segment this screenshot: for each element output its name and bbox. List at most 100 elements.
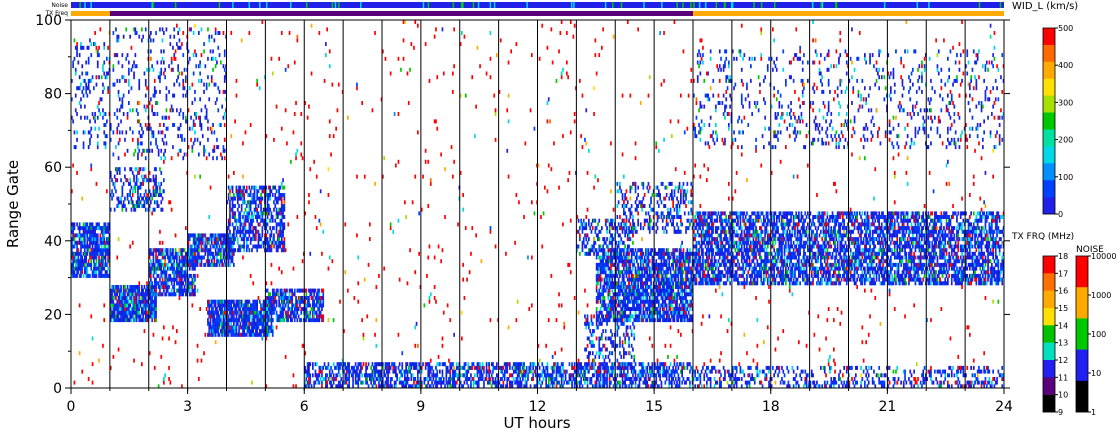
data-cell xyxy=(602,377,604,381)
data-cell xyxy=(239,211,242,216)
data-cell xyxy=(85,222,87,227)
data-cell xyxy=(71,266,73,271)
data-cell xyxy=(260,185,262,190)
data-cell xyxy=(217,299,220,304)
data-cell xyxy=(141,299,143,304)
data-cell xyxy=(214,240,217,245)
data-cell xyxy=(275,303,278,308)
data-cell xyxy=(477,377,480,381)
data-cell xyxy=(470,384,472,389)
data-cell xyxy=(116,318,119,323)
data-cell xyxy=(161,262,164,267)
data-cell xyxy=(510,380,512,385)
data-cell xyxy=(144,310,147,315)
data-cell xyxy=(144,288,147,293)
data-cell xyxy=(99,270,102,275)
data-cell xyxy=(448,377,450,381)
data-cell xyxy=(275,215,278,219)
data-cell xyxy=(278,240,280,245)
data-cell xyxy=(104,251,107,256)
data-cell xyxy=(284,292,287,297)
data-cell xyxy=(118,78,121,83)
data-cell xyxy=(318,296,321,300)
data-cell xyxy=(669,380,672,385)
data-cell xyxy=(85,270,87,275)
data-cell xyxy=(89,255,91,260)
data-cell xyxy=(568,373,571,378)
data-cell xyxy=(90,226,93,231)
data-cell xyxy=(626,362,629,367)
data-cell xyxy=(243,233,245,238)
data-cell xyxy=(85,60,87,65)
data-cell xyxy=(138,292,141,297)
data-cell xyxy=(152,174,155,179)
data-cell xyxy=(265,233,268,238)
data-cell xyxy=(476,362,479,367)
data-cell xyxy=(124,288,126,293)
noise-marker xyxy=(812,2,814,8)
data-cell xyxy=(104,240,107,245)
data-cell xyxy=(293,303,296,308)
data-cell xyxy=(201,248,204,253)
data-cell xyxy=(598,373,601,378)
data-cell xyxy=(104,222,107,227)
data-cell xyxy=(135,181,138,186)
data-cell xyxy=(103,233,106,238)
data-cell xyxy=(391,377,393,381)
data-cell xyxy=(199,237,201,242)
data-cell xyxy=(112,288,115,293)
data-cell xyxy=(227,240,230,245)
data-cell xyxy=(194,137,196,142)
data-cell xyxy=(192,237,195,242)
data-cell xyxy=(94,115,96,120)
data-cell xyxy=(601,259,603,264)
data-cell xyxy=(226,310,229,315)
data-cell xyxy=(106,240,108,245)
data-cell xyxy=(269,189,271,194)
data-cell xyxy=(217,45,220,50)
data-cell xyxy=(417,384,419,389)
data-cell xyxy=(243,325,245,330)
data-cell xyxy=(95,222,98,227)
data-cell xyxy=(445,380,448,385)
data-cell xyxy=(595,288,598,293)
data-cell xyxy=(229,255,231,260)
data-cell xyxy=(279,196,282,201)
data-cell xyxy=(318,373,321,378)
data-cell xyxy=(584,365,586,370)
data-cell xyxy=(100,97,103,102)
data-cell xyxy=(95,226,98,231)
data-cell xyxy=(544,369,546,374)
data-cell xyxy=(230,196,233,201)
data-cell xyxy=(643,255,646,260)
data-cell xyxy=(479,369,481,374)
data-cell xyxy=(124,174,126,179)
data-cell xyxy=(629,365,632,370)
data-cell xyxy=(137,196,139,201)
data-cell xyxy=(165,285,168,289)
data-cell xyxy=(255,215,257,219)
noise-strip-label: Noise xyxy=(51,2,68,9)
data-cell xyxy=(125,56,128,61)
data-cell xyxy=(192,255,195,260)
data-cell xyxy=(310,307,313,311)
data-cell xyxy=(100,262,103,267)
data-cell xyxy=(230,332,233,337)
noise-marker xyxy=(79,2,81,8)
data-cell xyxy=(165,108,168,113)
data-cell xyxy=(290,310,292,315)
data-cell xyxy=(192,292,195,297)
data-cell xyxy=(638,314,641,319)
data-cell xyxy=(580,380,582,385)
data-cell xyxy=(624,377,626,381)
data-cell xyxy=(256,310,258,315)
data-cell xyxy=(226,303,229,308)
data-cell xyxy=(240,332,243,337)
data-cell xyxy=(689,384,691,389)
noise-marker xyxy=(422,2,425,8)
data-cell xyxy=(174,248,177,253)
data-cell xyxy=(375,377,378,381)
data-cell xyxy=(252,318,255,323)
data-cell xyxy=(182,281,185,286)
data-cell xyxy=(164,292,166,297)
